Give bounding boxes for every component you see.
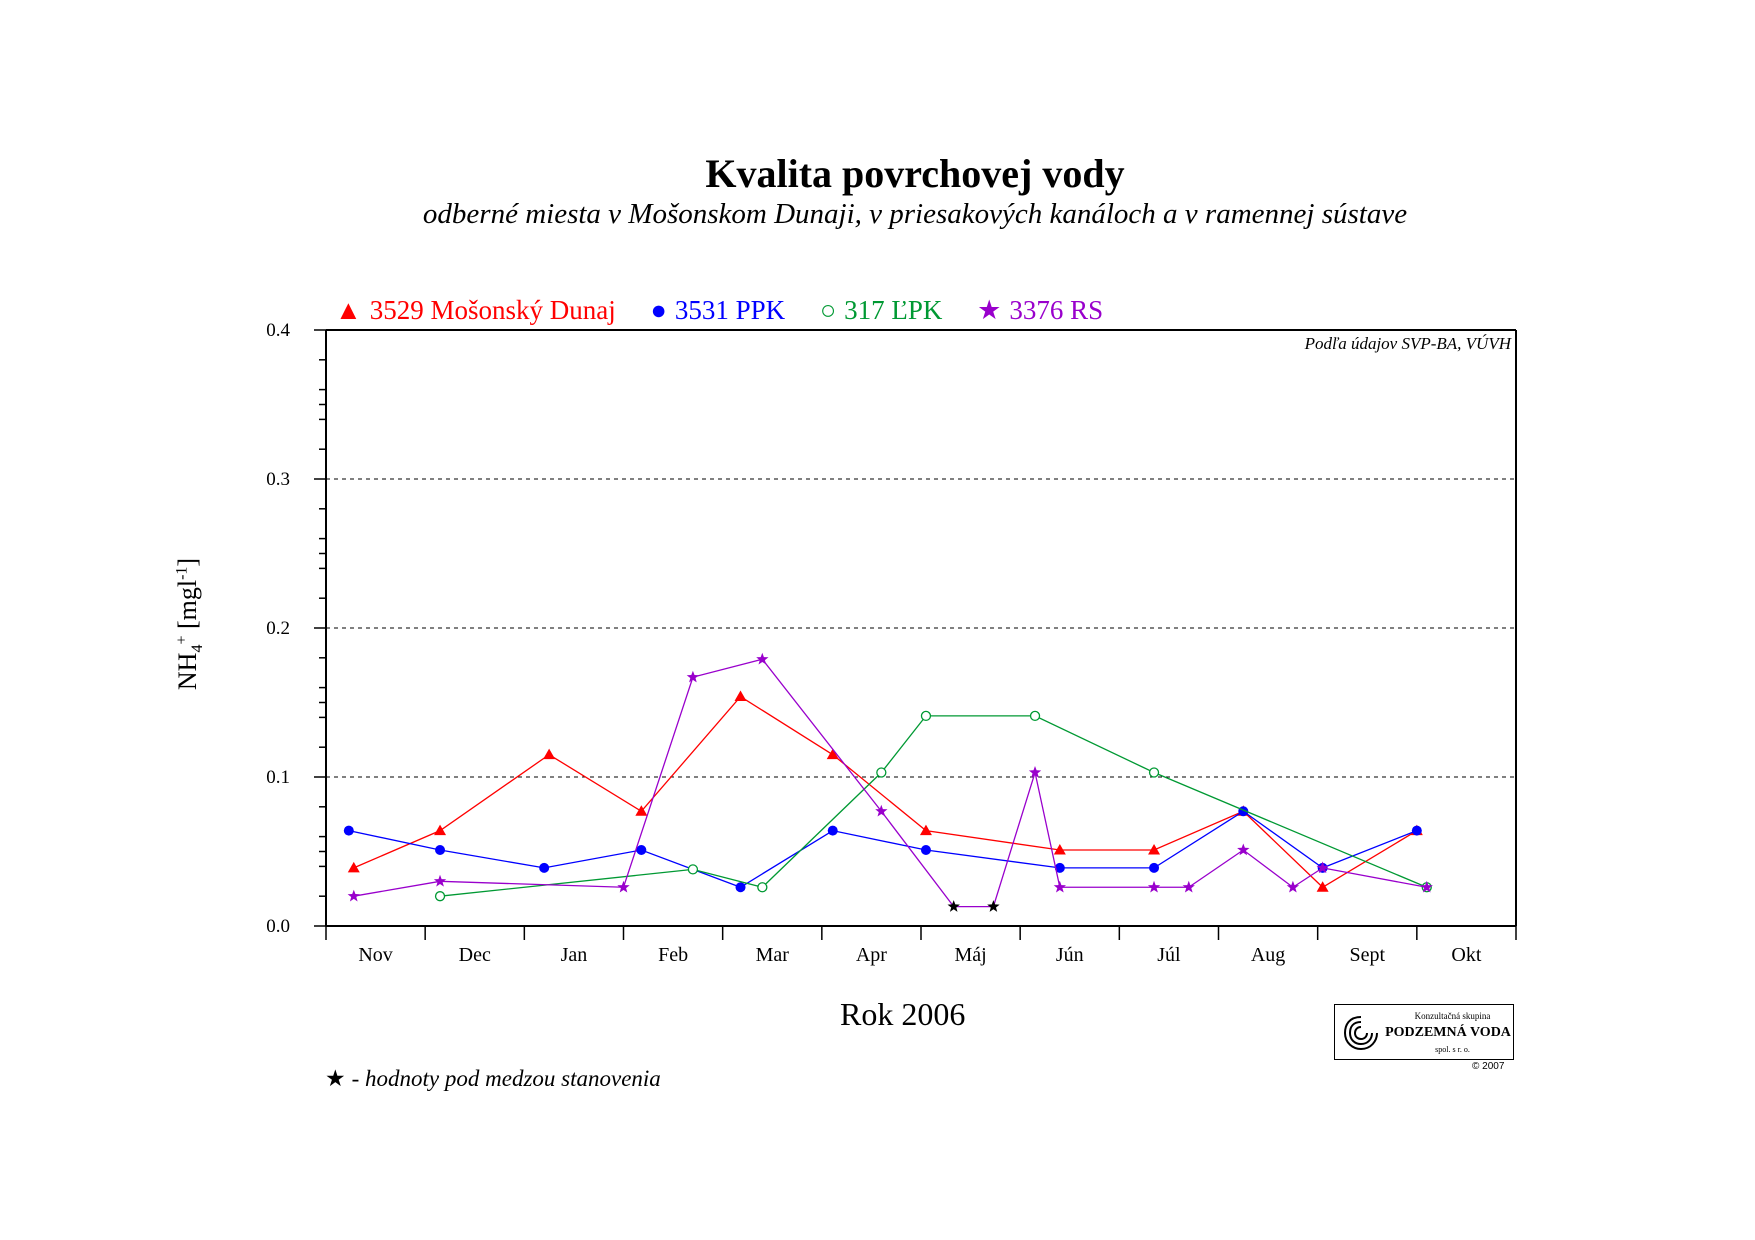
data-point xyxy=(756,652,769,665)
data-point xyxy=(1316,861,1329,874)
legend-label: 3531 PPK xyxy=(674,295,786,325)
footnote: ★ - hodnoty pod medzou stanovenia xyxy=(325,1066,661,1092)
series-1 xyxy=(343,806,1422,893)
data-point xyxy=(827,825,838,836)
y-tick-label: 0.3 xyxy=(266,469,290,490)
below-limit-point xyxy=(947,900,960,912)
data-point xyxy=(920,710,932,722)
y-tick-label: 0.0 xyxy=(266,916,290,937)
series-line xyxy=(439,715,1428,897)
data-point xyxy=(919,824,932,836)
copyright-text: © 2007 xyxy=(1472,1061,1505,1072)
data-series xyxy=(343,652,1433,912)
x-tick-label: Jún xyxy=(1056,944,1084,966)
data-point xyxy=(1316,881,1329,892)
open-circle-icon: ○ xyxy=(819,295,837,325)
logo-name-text: PODZEMNÁ VODA xyxy=(1385,1025,1511,1040)
data-point xyxy=(636,845,647,856)
star-icon: ★ xyxy=(977,295,1002,325)
data-point xyxy=(635,805,648,816)
legend-item-ppk: ● 3531 PPK xyxy=(651,295,786,326)
x-tick-label: Jan xyxy=(561,944,588,966)
data-point xyxy=(757,882,768,893)
data-point xyxy=(875,804,888,817)
triangle-icon: ▲ xyxy=(335,295,362,325)
series-line xyxy=(348,810,1418,888)
data-point xyxy=(920,845,931,856)
data-point xyxy=(435,845,446,856)
data-point xyxy=(1148,767,1160,778)
series-line xyxy=(353,695,1418,889)
x-tick-label: Nov xyxy=(358,944,392,966)
data-point xyxy=(1182,880,1195,893)
spiral-logo-icon xyxy=(1343,1016,1378,1051)
x-tick-label: Aug xyxy=(1251,944,1285,966)
legend-label: 3376 RS xyxy=(1009,295,1104,325)
data-point xyxy=(1148,844,1161,855)
grid-lines xyxy=(326,478,1516,778)
circle-icon: ● xyxy=(650,295,667,325)
data-point xyxy=(617,880,630,893)
series-line xyxy=(353,658,1427,908)
data-point xyxy=(1237,843,1250,856)
chart-subtitle: odberné miesta v Mošonskom Dunaji, v pri… xyxy=(422,198,1408,230)
data-point xyxy=(343,825,354,836)
y-axis-title: NH4+ [mgl-1] xyxy=(172,557,207,691)
y-tick-label: 0.2 xyxy=(266,618,290,639)
data-point xyxy=(434,824,447,836)
legend-item-rs: ★ 3376 RS xyxy=(977,295,1103,326)
below-limit-point xyxy=(987,900,1000,912)
data-point xyxy=(434,891,446,902)
company-logo: Konzultačná skupina PODZEMNÁ VODA spol. … xyxy=(1334,1004,1514,1060)
legend-label: 3529 Mošonský Dunaj xyxy=(369,295,616,325)
legend: ▲ 3529 Mošonský Dunaj ● 3531 PPK ○ 317 ĽPK … xyxy=(335,295,1131,326)
x-tick-label: Júl xyxy=(1157,944,1181,966)
x-tick-label: Okt xyxy=(1451,944,1481,966)
x-axis-title: Rok 2006 xyxy=(840,996,966,1032)
legend-item-lpk: ○ 317 ĽPK xyxy=(820,295,943,326)
logo-top-text: Konzultačná skupina xyxy=(1414,1011,1491,1021)
star-icon: ★ xyxy=(325,1066,346,1091)
logo-sub-text: spol. s r. o. xyxy=(1435,1045,1470,1054)
data-point xyxy=(1053,880,1066,893)
data-point xyxy=(687,864,699,875)
data-point xyxy=(1054,862,1065,873)
data-point xyxy=(347,861,360,873)
data-point xyxy=(686,670,700,683)
data-point xyxy=(1420,880,1433,893)
series-3 xyxy=(347,652,1433,912)
data-point xyxy=(735,882,746,893)
x-tick-label: Mar xyxy=(756,944,790,966)
data-point xyxy=(1028,766,1042,778)
data-point xyxy=(826,748,839,760)
x-tick-label: Dec xyxy=(459,944,491,966)
x-tick-label: Apr xyxy=(856,944,887,966)
data-point xyxy=(876,767,887,778)
legend-label: 317 ĽPK xyxy=(844,295,943,325)
legend-item-mosonsky-dunaj: ▲ 3529 Mošonský Dunaj xyxy=(335,295,616,326)
series-2 xyxy=(434,710,1432,902)
axes: 0.0 0.1 0.2 0.3 0.4 Nov Dec Jan Feb Mar Apr Máj Jún J… xyxy=(266,320,1517,966)
x-tick-label: Feb xyxy=(658,944,688,966)
x-tick-label: Sept xyxy=(1349,944,1385,966)
chart-title: Kvalita povrchovej vody xyxy=(705,151,1125,196)
data-point xyxy=(1053,844,1066,855)
data-point xyxy=(347,889,360,902)
footnote-text: - hodnoty pod medzou stanovenia xyxy=(351,1066,661,1091)
y-tick-label: 0.4 xyxy=(266,320,290,341)
data-point xyxy=(1286,880,1300,893)
data-point xyxy=(1149,862,1160,873)
source-note: Podľa údajov SVP-BA, VÚVH xyxy=(1304,334,1511,353)
data-point xyxy=(539,862,550,873)
data-point xyxy=(734,690,747,702)
data-point xyxy=(1147,880,1161,893)
data-point xyxy=(1029,710,1041,722)
data-point xyxy=(433,874,447,887)
data-point xyxy=(543,748,556,760)
data-point xyxy=(1411,825,1422,836)
x-tick-label: Máj xyxy=(954,944,986,966)
y-tick-label: 0.1 xyxy=(266,767,290,788)
